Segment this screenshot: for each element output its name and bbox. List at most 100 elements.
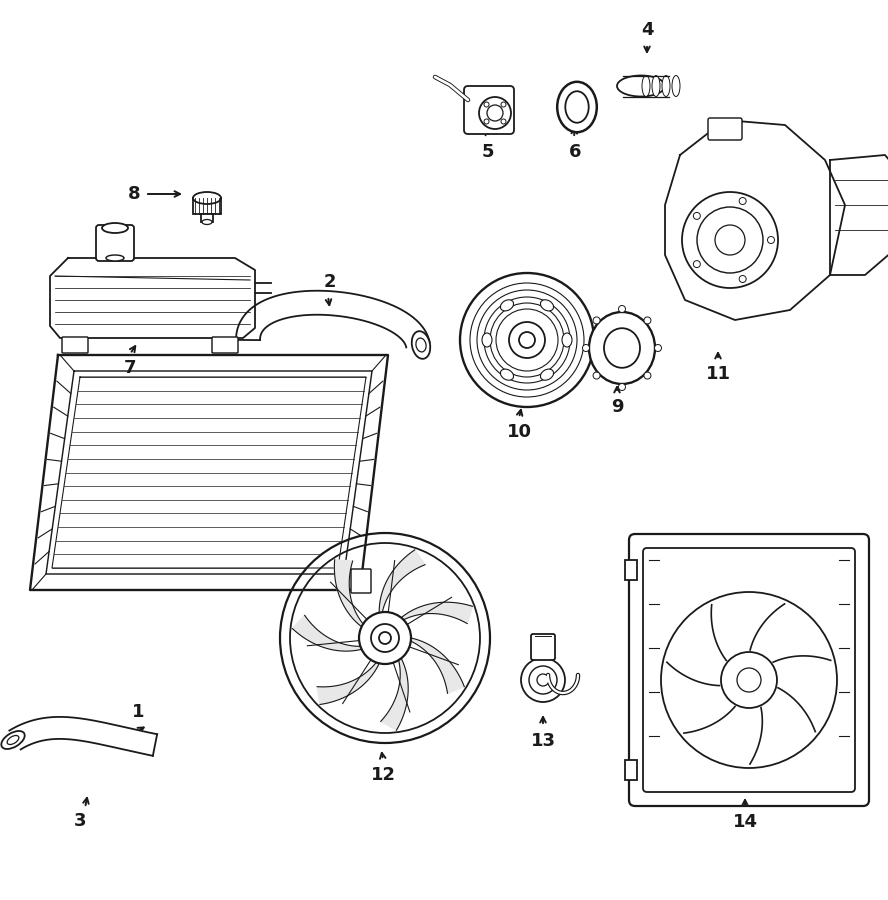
Ellipse shape — [412, 331, 431, 359]
Circle shape — [737, 668, 761, 692]
Circle shape — [682, 192, 778, 288]
Polygon shape — [9, 717, 157, 756]
Circle shape — [694, 261, 701, 267]
Ellipse shape — [604, 328, 640, 368]
Polygon shape — [317, 662, 379, 705]
Ellipse shape — [672, 76, 680, 96]
Text: 10: 10 — [506, 423, 532, 441]
FancyBboxPatch shape — [531, 634, 555, 660]
Circle shape — [593, 372, 600, 379]
Ellipse shape — [482, 333, 492, 347]
Text: 9: 9 — [611, 398, 623, 416]
Text: 3: 3 — [74, 812, 86, 830]
FancyBboxPatch shape — [708, 118, 742, 140]
Text: 13: 13 — [530, 732, 556, 750]
Ellipse shape — [106, 255, 124, 261]
Ellipse shape — [652, 76, 660, 96]
Circle shape — [484, 119, 489, 124]
Circle shape — [484, 102, 489, 107]
Circle shape — [290, 543, 480, 733]
Circle shape — [280, 533, 490, 743]
Text: 2: 2 — [324, 273, 337, 291]
Ellipse shape — [589, 312, 655, 384]
Circle shape — [697, 207, 763, 273]
Ellipse shape — [541, 369, 553, 380]
Circle shape — [379, 632, 391, 644]
Circle shape — [619, 383, 625, 391]
Polygon shape — [379, 550, 425, 613]
Text: 12: 12 — [370, 766, 395, 784]
Ellipse shape — [1, 731, 25, 749]
Text: 5: 5 — [482, 143, 495, 161]
Circle shape — [479, 97, 511, 129]
Ellipse shape — [617, 76, 665, 96]
Circle shape — [654, 345, 662, 352]
Polygon shape — [410, 638, 464, 693]
Circle shape — [721, 652, 777, 708]
Circle shape — [484, 297, 570, 383]
Ellipse shape — [501, 300, 513, 310]
Bar — [193, 198, 221, 214]
Ellipse shape — [642, 76, 650, 96]
FancyBboxPatch shape — [464, 86, 514, 134]
Polygon shape — [335, 560, 363, 626]
Circle shape — [593, 317, 600, 324]
Circle shape — [487, 105, 503, 121]
Polygon shape — [236, 291, 430, 347]
Polygon shape — [381, 658, 408, 730]
Polygon shape — [665, 120, 845, 320]
Ellipse shape — [416, 338, 426, 352]
Circle shape — [644, 317, 651, 324]
Ellipse shape — [102, 223, 128, 233]
FancyBboxPatch shape — [62, 337, 88, 353]
Bar — [625, 560, 637, 580]
Circle shape — [519, 332, 535, 348]
Circle shape — [359, 612, 411, 664]
Text: 7: 7 — [123, 359, 136, 377]
Circle shape — [739, 197, 746, 204]
Polygon shape — [401, 602, 472, 624]
Ellipse shape — [557, 82, 597, 132]
Circle shape — [537, 674, 549, 686]
Circle shape — [521, 658, 565, 702]
Circle shape — [509, 322, 545, 358]
Circle shape — [490, 303, 564, 377]
Circle shape — [619, 305, 625, 312]
FancyBboxPatch shape — [629, 534, 869, 806]
FancyBboxPatch shape — [96, 225, 134, 261]
Ellipse shape — [662, 76, 670, 96]
Circle shape — [460, 273, 594, 407]
Circle shape — [767, 237, 774, 244]
Ellipse shape — [7, 735, 19, 744]
Text: 14: 14 — [733, 813, 757, 831]
Polygon shape — [292, 616, 361, 651]
Polygon shape — [30, 355, 388, 590]
Polygon shape — [830, 155, 888, 275]
Circle shape — [715, 225, 745, 255]
Circle shape — [501, 119, 506, 124]
Circle shape — [583, 345, 590, 352]
Text: 4: 4 — [641, 21, 654, 39]
Circle shape — [371, 624, 399, 652]
FancyBboxPatch shape — [212, 337, 238, 353]
Circle shape — [470, 283, 584, 397]
Circle shape — [501, 102, 506, 107]
Circle shape — [739, 275, 746, 283]
Polygon shape — [50, 258, 255, 338]
Circle shape — [644, 372, 651, 379]
Ellipse shape — [202, 220, 212, 224]
Bar — [201, 214, 213, 222]
FancyBboxPatch shape — [351, 569, 371, 593]
FancyBboxPatch shape — [643, 548, 855, 792]
Bar — [625, 760, 637, 780]
Ellipse shape — [501, 369, 513, 380]
Circle shape — [477, 290, 577, 390]
Text: 8: 8 — [128, 185, 140, 203]
Ellipse shape — [566, 91, 589, 122]
Ellipse shape — [562, 333, 572, 347]
Circle shape — [661, 592, 837, 768]
Ellipse shape — [193, 192, 221, 204]
Ellipse shape — [541, 300, 553, 310]
Text: 11: 11 — [705, 365, 731, 383]
Circle shape — [694, 212, 701, 220]
